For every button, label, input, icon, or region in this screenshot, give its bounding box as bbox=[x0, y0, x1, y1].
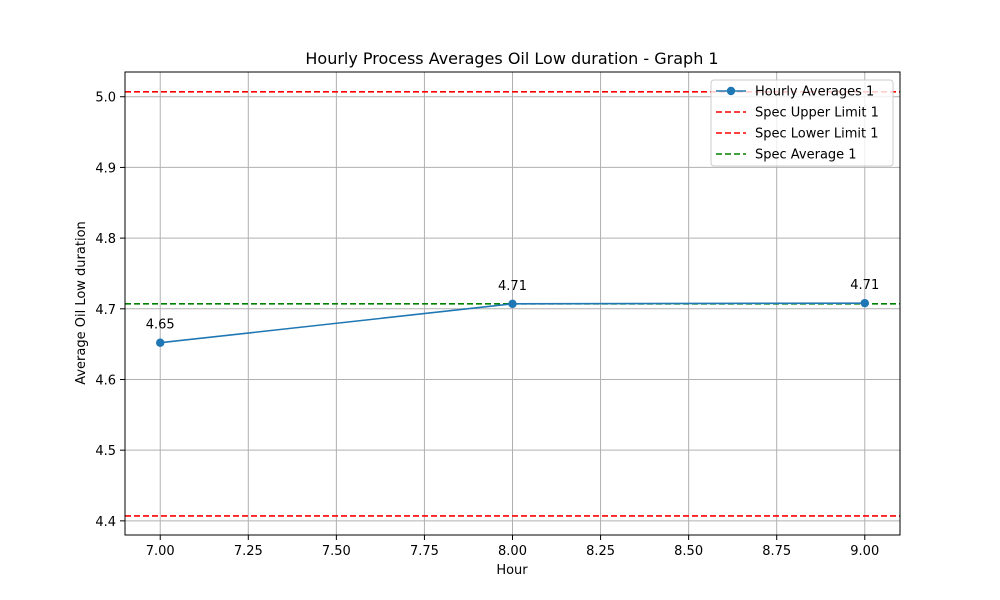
data-point bbox=[156, 338, 165, 347]
legend-entry-label: Hourly Averages 1 bbox=[755, 85, 874, 100]
y-tick-label: 4.6 bbox=[95, 373, 116, 388]
legend-marker-swatch bbox=[726, 86, 736, 96]
data-label: 4.71 bbox=[850, 278, 879, 293]
y-tick-label: 4.4 bbox=[95, 515, 116, 530]
series-layer: 4.65 4.71 4.71 bbox=[146, 278, 879, 347]
y-tick-label: 4.8 bbox=[95, 232, 116, 247]
y-tick-label: 5.0 bbox=[95, 91, 116, 106]
data-label: 4.71 bbox=[498, 279, 527, 294]
data-label: 4.65 bbox=[146, 318, 175, 333]
x-tick-label: 8.00 bbox=[498, 544, 527, 559]
legend-entry-label: Spec Average 1 bbox=[755, 148, 857, 163]
x-tick-label: 7.75 bbox=[410, 544, 439, 559]
x-tick-label: 7.00 bbox=[146, 544, 175, 559]
data-point bbox=[508, 299, 517, 309]
legend-entry-label: Spec Upper Limit 1 bbox=[755, 106, 879, 121]
x-axis-title: Hour bbox=[496, 563, 528, 578]
x-tick-label: 7.50 bbox=[322, 544, 351, 559]
legend: Hourly Averages 1 Spec Upper Limit 1 Spec … bbox=[710, 79, 894, 167]
y-axis-title: Average Oil Low duration bbox=[74, 221, 89, 385]
x-axis-ticks: 7.00 7.25 7.50 7.75 8.00 8.25 8.50 8.75 9.00 bbox=[146, 535, 879, 559]
y-tick-label: 4.9 bbox=[95, 161, 116, 176]
chart-title: Hourly Process Averages Oil Low duration… bbox=[305, 49, 718, 68]
data-point bbox=[860, 298, 869, 308]
x-tick-label: 9.00 bbox=[850, 544, 879, 559]
legend-entry-label: Spec Lower Limit 1 bbox=[755, 127, 879, 142]
x-tick-label: 8.50 bbox=[674, 544, 703, 559]
y-tick-label: 4.7 bbox=[95, 303, 116, 318]
y-axis-ticks: 4.4 4.5 4.6 4.7 4.8 4.9 5.0 bbox=[95, 91, 125, 530]
plot-area-frame bbox=[124, 71, 901, 536]
x-tick-label: 8.25 bbox=[586, 544, 615, 559]
y-tick-label: 4.5 bbox=[95, 444, 116, 459]
x-tick-label: 7.25 bbox=[234, 544, 263, 559]
legend-box bbox=[710, 79, 894, 167]
x-tick-label: 8.75 bbox=[762, 544, 791, 559]
